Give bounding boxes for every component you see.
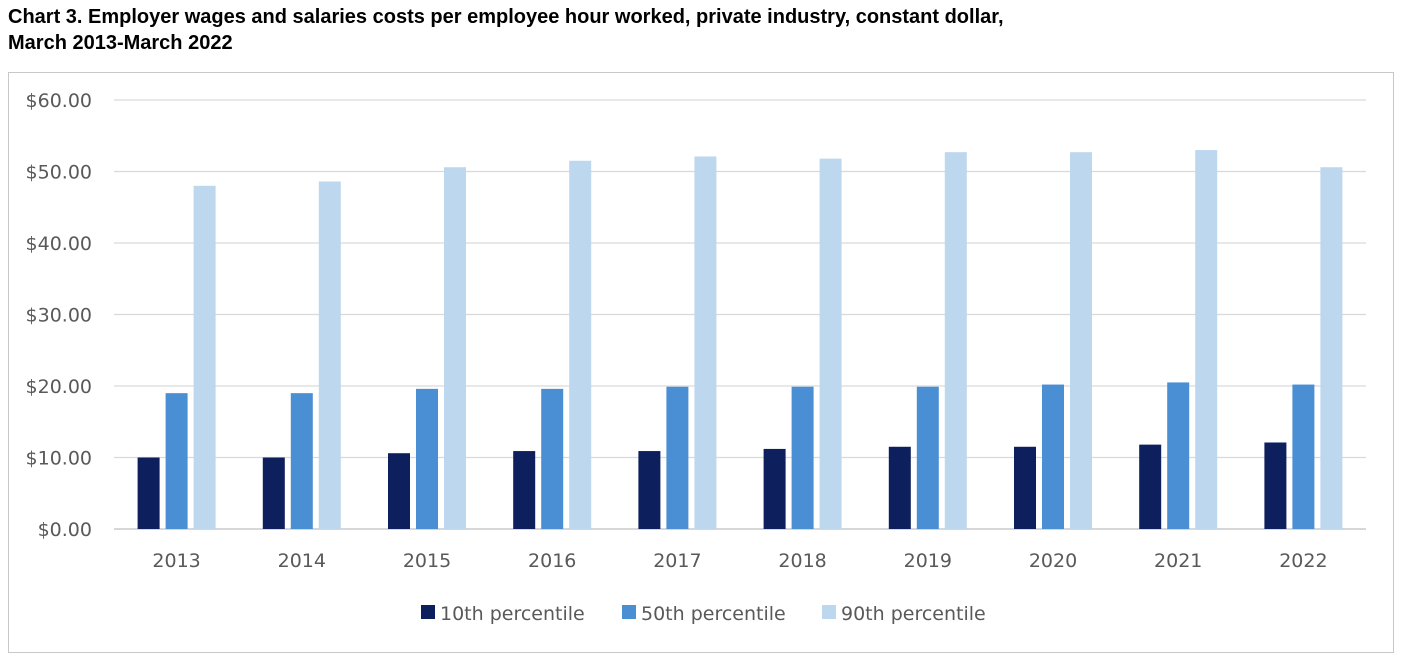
x-tick-label: 2015	[403, 550, 451, 572]
y-tick-label: $30.00	[26, 305, 92, 327]
bar-10th-percentile	[1014, 446, 1036, 529]
bar-10th-percentile	[262, 457, 285, 529]
bar-50th-percentile	[541, 388, 564, 529]
y-tick-label: $10.00	[26, 448, 92, 470]
x-tick-label: 2019	[904, 550, 952, 572]
bar-90th-percentile	[318, 181, 341, 529]
bar-90th-percentile	[819, 158, 842, 529]
bar-10th-percentile	[638, 451, 661, 529]
bar-90th-percentile	[1070, 152, 1092, 529]
bar-90th-percentile	[694, 156, 717, 530]
bar-90th-percentile	[193, 185, 216, 530]
y-tick-label: $0.00	[38, 519, 92, 541]
x-tick-label: 2020	[1029, 550, 1077, 572]
bar-90th-percentile	[1195, 150, 1218, 530]
bar-50th-percentile	[290, 393, 313, 529]
y-tick-label: $50.00	[26, 162, 92, 184]
legend-swatch	[622, 605, 636, 619]
bar-50th-percentile	[1167, 382, 1190, 529]
bar-50th-percentile	[1042, 384, 1064, 529]
bar-10th-percentile	[137, 457, 160, 529]
bar-90th-percentile	[444, 167, 466, 529]
bar-10th-percentile	[763, 448, 786, 529]
bar-50th-percentile	[666, 386, 689, 529]
chart-title-line-1: Chart 3. Employer wages and salaries cos…	[8, 6, 1004, 28]
bar-90th-percentile	[944, 152, 967, 529]
bar-10th-percentile	[888, 446, 911, 529]
x-tick-label: 2021	[1154, 550, 1202, 572]
x-tick-label: 2016	[528, 550, 576, 572]
legend-swatch	[822, 605, 836, 619]
bar-50th-percentile	[791, 386, 814, 529]
y-tick-label: $20.00	[26, 376, 92, 398]
bar-50th-percentile	[916, 386, 939, 529]
y-tick-label: $40.00	[26, 233, 92, 255]
x-tick-label: 2022	[1279, 550, 1327, 572]
y-tick-label: $60.00	[26, 90, 92, 112]
bar-10th-percentile	[1139, 444, 1162, 529]
bar-50th-percentile	[165, 393, 188, 529]
x-tick-label: 2014	[278, 550, 326, 572]
legend-label: 10th percentile	[440, 603, 585, 625]
legend-label: 50th percentile	[641, 603, 786, 625]
bar-50th-percentile	[416, 388, 438, 529]
x-tick-label: 2018	[778, 550, 826, 572]
legend-swatch	[421, 605, 435, 619]
bar-10th-percentile	[1264, 442, 1287, 529]
bar-10th-percentile	[388, 453, 410, 529]
bar-50th-percentile	[1292, 384, 1315, 529]
x-tick-label: 2013	[152, 550, 200, 572]
bar-10th-percentile	[513, 451, 536, 529]
chart-title: Chart 3. Employer wages and salaries cos…	[8, 4, 1388, 56]
chart-title-line-2: March 2013-March 2022	[8, 32, 233, 54]
bar-90th-percentile	[569, 160, 592, 529]
bar-90th-percentile	[1320, 167, 1343, 529]
legend-label: 90th percentile	[841, 603, 986, 625]
x-tick-label: 2017	[653, 550, 701, 572]
